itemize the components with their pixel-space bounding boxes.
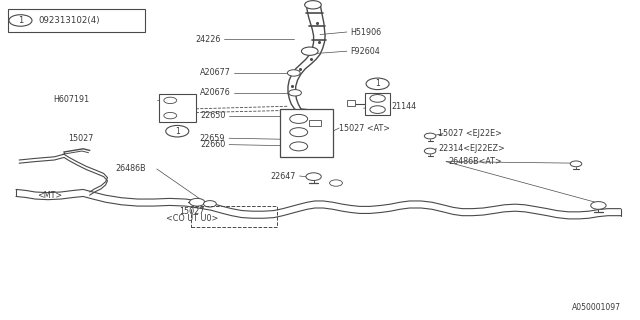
Text: 22660: 22660	[200, 140, 225, 149]
Circle shape	[164, 112, 177, 119]
Circle shape	[189, 198, 205, 206]
Circle shape	[290, 142, 308, 151]
Text: <MT>: <MT>	[37, 191, 62, 200]
Text: H607191: H607191	[54, 95, 90, 104]
Circle shape	[424, 133, 436, 139]
Circle shape	[290, 115, 308, 124]
Bar	[347, 100, 355, 106]
Text: <CO UT U0>: <CO UT U0>	[166, 214, 218, 223]
Text: 1: 1	[18, 16, 23, 25]
Text: 15027: 15027	[179, 207, 205, 216]
Text: 1: 1	[175, 127, 180, 136]
Circle shape	[166, 125, 189, 137]
Circle shape	[164, 97, 177, 104]
Text: 26486B<AT>: 26486B<AT>	[448, 157, 502, 166]
Text: 092313102(4): 092313102(4)	[38, 16, 100, 25]
Bar	[159, 94, 196, 122]
Text: 1: 1	[375, 79, 380, 88]
Circle shape	[570, 161, 582, 167]
Bar	[280, 109, 333, 157]
Bar	[8, 9, 145, 32]
Bar	[309, 120, 321, 126]
Text: 15027 <EJ22E>: 15027 <EJ22E>	[438, 129, 502, 138]
Text: 22659: 22659	[200, 134, 225, 143]
Text: A050001097: A050001097	[572, 303, 621, 312]
Circle shape	[591, 202, 606, 209]
Circle shape	[305, 1, 321, 9]
Text: 22650: 22650	[200, 111, 225, 120]
Circle shape	[370, 95, 385, 102]
Circle shape	[204, 201, 216, 207]
Circle shape	[9, 15, 32, 26]
Text: 15027 <AT>: 15027 <AT>	[339, 124, 390, 132]
Text: 21144: 21144	[392, 102, 417, 111]
Text: 24226: 24226	[195, 35, 221, 44]
Bar	[191, 206, 277, 227]
Bar	[365, 93, 390, 115]
Text: H51906: H51906	[351, 28, 382, 36]
Text: A20676: A20676	[200, 88, 230, 97]
Text: 15027: 15027	[68, 134, 93, 143]
Text: F92604: F92604	[351, 47, 380, 56]
Text: 22314<EJ22EZ>: 22314<EJ22EZ>	[438, 144, 505, 153]
Circle shape	[330, 180, 342, 186]
Circle shape	[366, 78, 389, 90]
Circle shape	[290, 128, 308, 137]
Text: A20677: A20677	[200, 68, 230, 77]
Circle shape	[306, 173, 321, 180]
Text: 22647: 22647	[270, 172, 296, 181]
Circle shape	[301, 47, 318, 55]
Circle shape	[289, 90, 301, 96]
Text: 26486B: 26486B	[115, 164, 146, 173]
Circle shape	[287, 70, 300, 76]
Circle shape	[370, 106, 385, 114]
Circle shape	[424, 148, 436, 154]
